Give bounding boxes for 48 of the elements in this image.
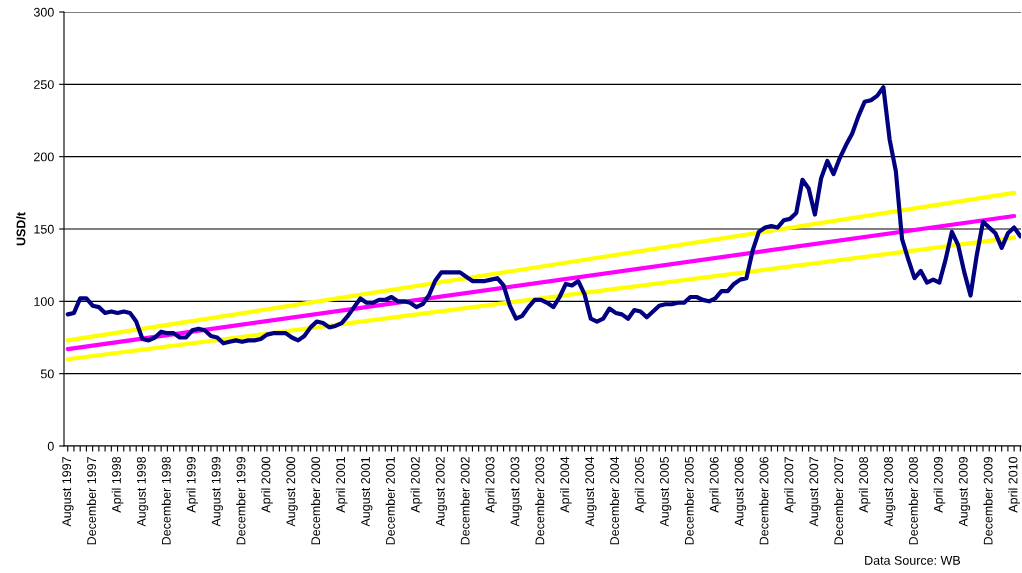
- x-tick-label: August 2009: [958, 457, 971, 527]
- x-tick-label: August 2002: [435, 457, 448, 527]
- x-tick-label: August 2008: [884, 456, 896, 527]
- y-tick-label: 100: [34, 297, 54, 306]
- y-tick-label: 250: [34, 80, 54, 89]
- x-tick-label: December 2006: [759, 456, 769, 545]
- x-tick-label: December 2002: [460, 457, 470, 545]
- x-tick-label: August 1999: [211, 457, 223, 527]
- x-tick-label: August 2006: [734, 456, 746, 527]
- y-axis-title: USD/t: [16, 212, 26, 246]
- y-tick-label: 200: [34, 152, 54, 162]
- x-tick-label: April 2005: [634, 456, 647, 513]
- x-tick-label: August 2001: [361, 457, 373, 527]
- x-tick-label: December 2003: [535, 456, 545, 545]
- x-tick-label: December 2004: [609, 456, 619, 545]
- x-tick-label: April 2001: [335, 457, 348, 513]
- x-tick-label: April 2003: [485, 456, 497, 513]
- x-tick-label: April 2004: [560, 456, 572, 513]
- x-tick-label: December 1997: [86, 457, 96, 545]
- x-tick-label: December 2000: [310, 456, 321, 545]
- source-note: Data Source: WB: [865, 555, 961, 565]
- x-tick-label: December 1998: [161, 456, 171, 545]
- x-tick-label: April 2000: [261, 456, 273, 513]
- x-tick-label: August 2000: [286, 456, 298, 527]
- x-tick-label: April 2002: [410, 457, 423, 513]
- x-tick-label: December 2007: [833, 457, 844, 545]
- x-tick-label: December 2001: [385, 457, 395, 545]
- y-tick-label: 0: [47, 441, 54, 451]
- x-tick-label: August 1998: [136, 456, 149, 527]
- x-tick-label: April 2009: [933, 457, 946, 513]
- x-tick-label: April 1998: [111, 456, 124, 513]
- y-tick-label: 50: [40, 369, 54, 379]
- y-tick-label: 150: [34, 224, 54, 234]
- x-tick-label: April 2008: [858, 456, 871, 513]
- x-tick-label: August 2005: [659, 456, 672, 527]
- x-tick-label: August 2003: [510, 456, 522, 527]
- x-tick-label: August 2007: [809, 457, 821, 527]
- x-tick-label: April 1999: [186, 457, 199, 513]
- y-tick-label: 300: [33, 7, 54, 17]
- x-tick-label: December 2009: [983, 457, 993, 545]
- x-tick-label: December 2005: [684, 456, 694, 545]
- x-tick-label: December 2008: [908, 456, 918, 545]
- x-tick-label: April 2006: [709, 456, 722, 513]
- x-tick-label: April 2010: [1008, 456, 1020, 513]
- x-tick-label: August 2004: [585, 456, 597, 527]
- x-tick-label: April 2007: [784, 457, 796, 513]
- x-tick-label: August 1997: [62, 457, 74, 527]
- x-tick-label: December 1999: [236, 457, 246, 545]
